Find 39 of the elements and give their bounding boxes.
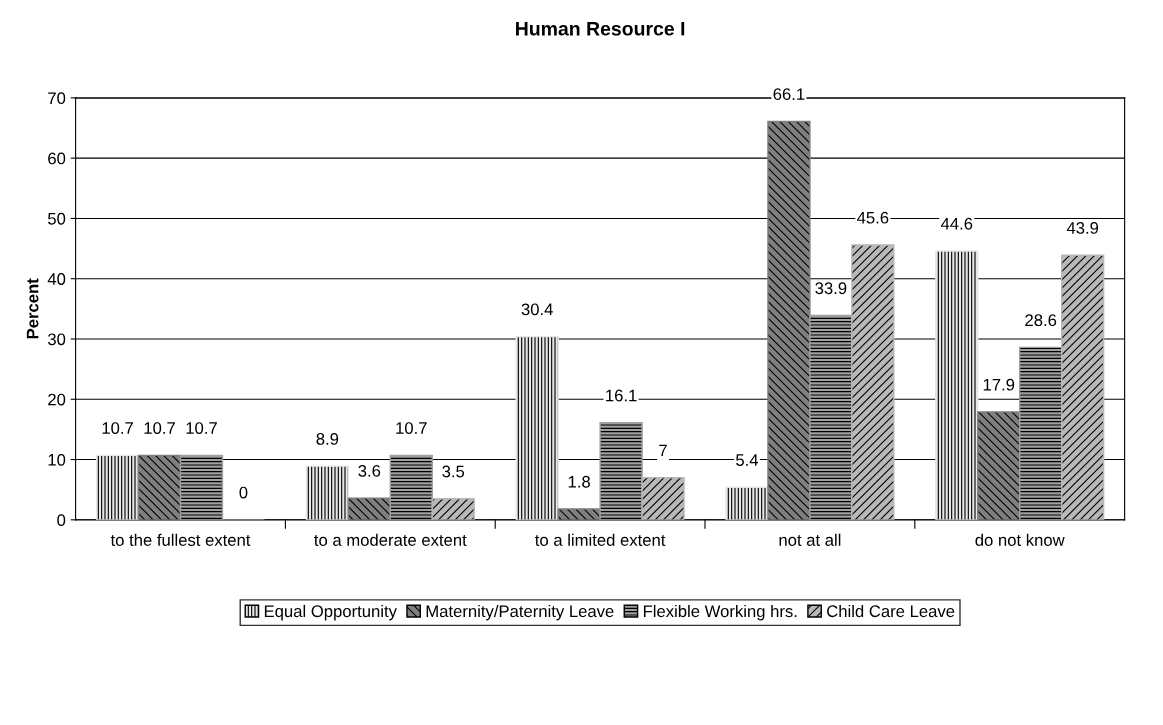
x-tick-label: not at all <box>779 533 841 546</box>
x-tick-label: to a limited extent <box>535 533 666 546</box>
y-tick-label: 60 <box>48 152 66 165</box>
data-label: 7 <box>659 444 667 457</box>
data-label: 3.5 <box>442 465 465 478</box>
data-label: 45.6 <box>857 211 889 224</box>
data-label: 66.1 <box>773 88 805 101</box>
legend-label: Maternity/Paternity Leave <box>426 604 614 621</box>
data-label: 5.4 <box>736 454 759 466</box>
legend-label: Equal Opportunity <box>264 604 397 621</box>
y-tick-label: 70 <box>48 92 66 105</box>
data-label: 16.1 <box>606 389 637 402</box>
y-axis-title: Percent <box>26 278 39 339</box>
x-tick-label: to a moderate extent <box>314 533 467 546</box>
y-tick-label: 0 <box>57 514 66 527</box>
y-tick-label: 50 <box>48 212 66 225</box>
data-label: 10.7 <box>186 422 217 434</box>
data-label: 43.9 <box>1066 222 1099 234</box>
data-label: 28.6 <box>1025 314 1057 327</box>
data-label: 1.8 <box>568 475 590 488</box>
data-label: 30.4 <box>521 303 553 316</box>
y-tick-label: 40 <box>47 273 66 285</box>
x-tick-label: do not know <box>975 533 1065 546</box>
data-label: 33.9 <box>815 282 847 295</box>
legend-label: Flexible Working hrs. <box>643 604 797 621</box>
data-label: 0 <box>239 486 248 499</box>
data-label: 17.9 <box>983 378 1015 391</box>
chart-title: Human Resource I <box>516 22 685 36</box>
legend-label: Child Care Leave <box>827 604 955 618</box>
x-tick-label: to the fullest extent <box>110 533 251 546</box>
data-label: 10.7 <box>102 422 133 434</box>
y-tick-label: 20 <box>48 393 66 406</box>
data-label: 44.6 <box>940 217 973 230</box>
y-tick-label: 10 <box>48 453 66 466</box>
data-label: 8.9 <box>316 433 339 445</box>
data-label: 10.7 <box>144 422 175 434</box>
data-label: 10.7 <box>396 422 427 434</box>
y-tick-label: 30 <box>47 333 66 346</box>
data-label: 3.6 <box>358 464 381 477</box>
